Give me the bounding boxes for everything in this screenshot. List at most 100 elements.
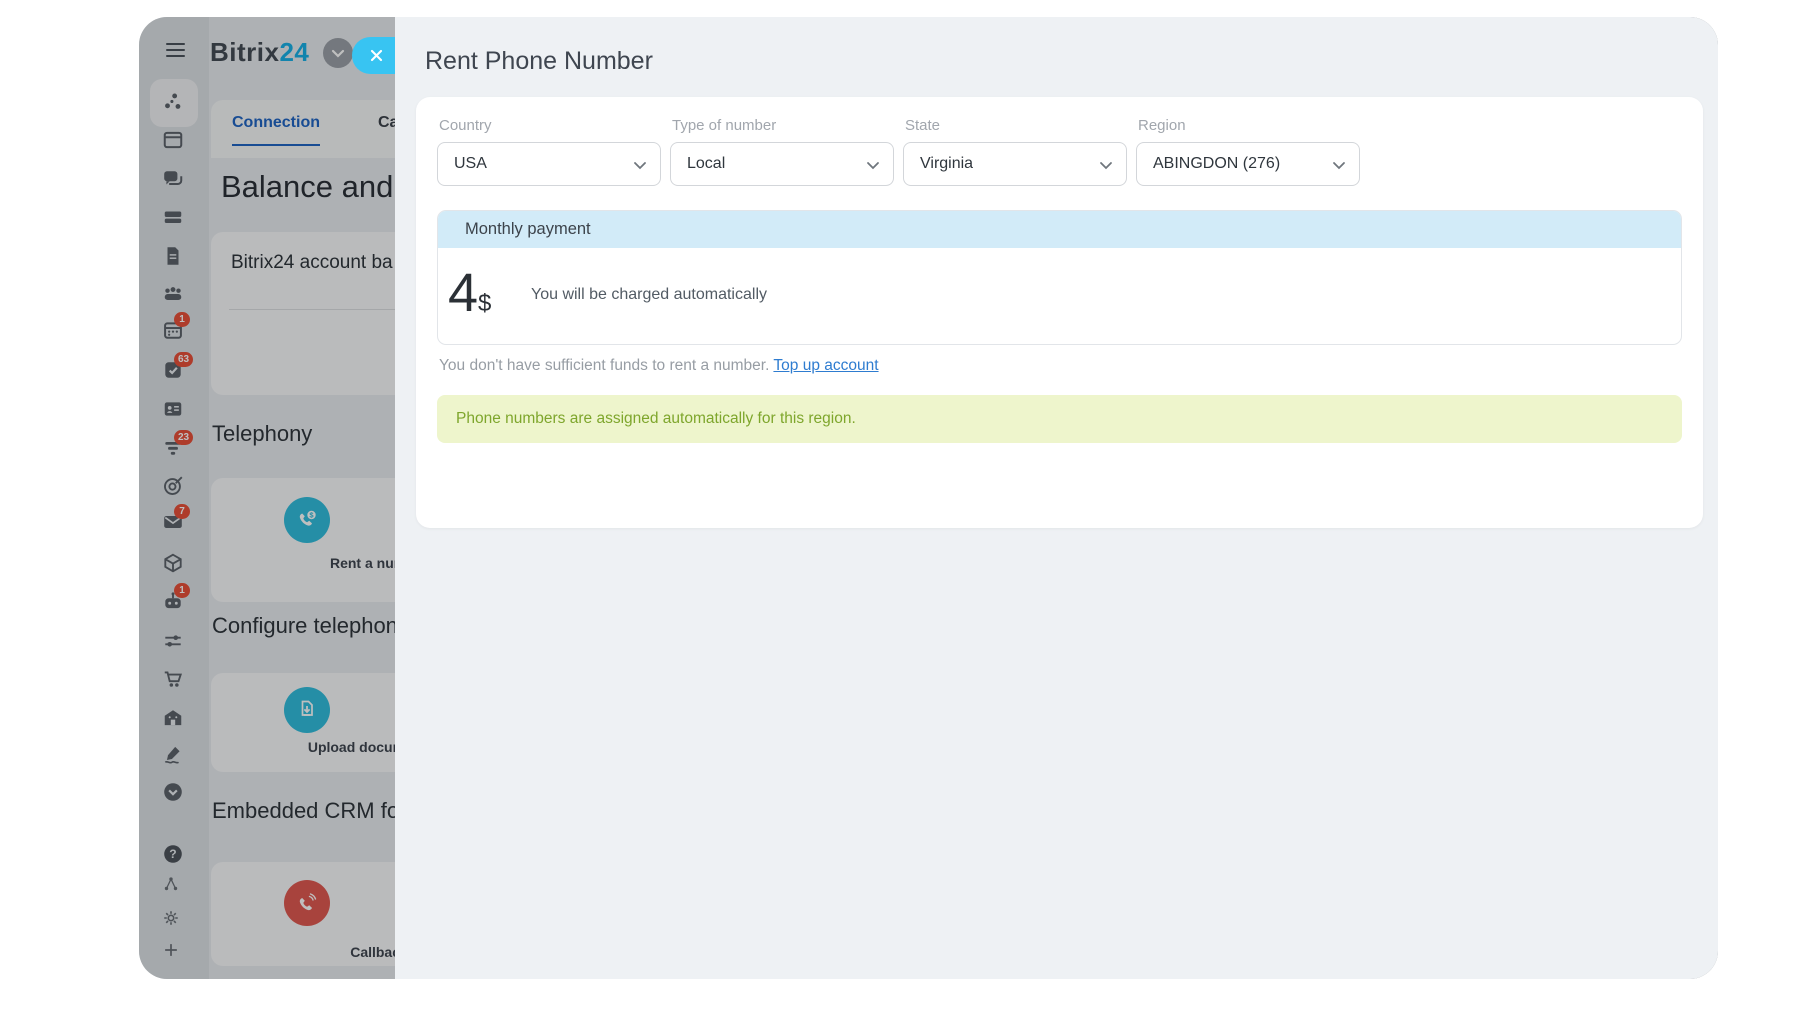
drive-icon [164, 211, 182, 224]
funds-message-text: You don't have sufficient funds to rent … [439, 357, 770, 374]
phone-callback-icon [299, 893, 317, 911]
sign-pen-icon [164, 746, 180, 764]
tab-connection[interactable]: Connection [232, 114, 320, 146]
sidebar-item-share[interactable] [162, 875, 186, 899]
region-notice: Phone numbers are assigned automatically… [437, 395, 1682, 443]
sidebar-item-mail[interactable]: 7 [162, 504, 190, 535]
app-window: Connection Ca Balance and St Bitrix24 ac… [139, 17, 1718, 979]
sidebar-item-marketing[interactable] [162, 475, 186, 499]
chevron-down-icon [331, 49, 345, 58]
plus-icon [165, 944, 177, 956]
chevron-down-icon [1333, 162, 1345, 170]
insufficient-funds-message: You don't have sufficient funds to rent … [439, 357, 879, 375]
sidebar-item-e-signature[interactable] [162, 743, 186, 767]
feed-icon [163, 131, 183, 149]
upload-doc-icon [284, 687, 330, 733]
state-label: State [905, 117, 941, 134]
notification-badge: 1 [174, 583, 190, 598]
sliders-icon [165, 635, 181, 647]
type-of-number-label: Type of number [672, 117, 777, 134]
logo-dropdown-button[interactable] [323, 38, 353, 68]
account-balance-card-title: Bitrix24 account ba [231, 252, 393, 273]
top-up-account-link[interactable]: Top up account [773, 357, 879, 374]
country-value: USA [454, 155, 487, 172]
payment-amount-value: 4 [448, 263, 479, 323]
pulse-icon [165, 93, 181, 109]
sidebar-item-add[interactable] [162, 941, 186, 965]
document-download-icon [301, 700, 313, 716]
section-title-telephony: Telephony [212, 421, 313, 446]
notification-badge: 7 [174, 504, 190, 519]
sidebar-item-employees[interactable] [162, 283, 186, 307]
close-panel-button[interactable] [352, 37, 395, 74]
target-icon [164, 476, 183, 495]
monthly-payment-body: 4$ You will be charged automatically [438, 248, 1681, 344]
menu-button[interactable] [166, 43, 185, 58]
chevron-down-circle-icon [164, 783, 182, 801]
warehouse-icon [164, 710, 182, 726]
monthly-payment-header: Monthly payment [438, 211, 1681, 248]
region-field: Region ABINGDON (276) [1136, 117, 1360, 186]
panel-title: Rent Phone Number [425, 47, 653, 75]
region-select[interactable]: ABINGDON (276) [1136, 142, 1360, 186]
notification-badge: 63 [174, 352, 194, 367]
sidebar: 1 63 [139, 17, 209, 979]
sidebar-item-sales-funnel[interactable]: 23 [162, 430, 194, 461]
sidebar-item-sites[interactable] [162, 552, 186, 576]
sidebar-item-crm[interactable] [162, 398, 186, 422]
sidebar-active-highlight [150, 79, 198, 127]
callback-icon [284, 880, 330, 926]
svg-text:?: ? [169, 847, 176, 861]
sidebar-item-chatbot[interactable]: 1 [162, 583, 190, 614]
payment-amount: 4$ [448, 262, 491, 324]
sidebar-item-help[interactable]: ? [162, 843, 186, 867]
phone-dollar-icon: $ [299, 511, 316, 526]
document-icon [167, 247, 179, 265]
country-field: Country USA [437, 117, 661, 186]
sidebar-item-online-store[interactable] [162, 668, 186, 692]
cart-icon [164, 671, 182, 687]
gear-icon [164, 911, 178, 925]
region-label: Region [1138, 117, 1186, 134]
payment-currency: $ [478, 290, 492, 317]
sidebar-item-automation[interactable] [162, 630, 186, 654]
notification-badge: 23 [174, 430, 194, 445]
logo-part-1: Bitrix [210, 37, 280, 67]
section-title-embedded-crm-form: Embedded CRM form [212, 798, 425, 823]
sidebar-item-drive[interactable] [162, 206, 186, 230]
notification-badge: 1 [174, 312, 190, 327]
rent-number-icon: $ [284, 497, 330, 543]
monthly-payment-box: Monthly payment 4$ You will be charged a… [437, 210, 1682, 345]
tab-calls[interactable]: Ca [378, 114, 399, 131]
section-title-configure-telephony: Configure telephony [212, 613, 409, 638]
chevron-down-icon [867, 162, 879, 170]
region-value: ABINGDON (276) [1153, 155, 1281, 172]
share-nodes-icon [164, 877, 178, 891]
state-value: Virginia [920, 155, 974, 172]
sidebar-item-warehouse[interactable] [162, 707, 186, 731]
sidebar-item-more[interactable] [162, 781, 186, 805]
people-icon [164, 287, 182, 301]
tasks-icon [165, 362, 181, 378]
type-of-number-select[interactable]: Local [670, 142, 894, 186]
sidebar-item-messenger[interactable] [162, 168, 186, 192]
chat-icon [164, 171, 183, 185]
type-of-number-value: Local [687, 155, 726, 172]
robot-icon [165, 592, 181, 609]
country-select[interactable]: USA [437, 142, 661, 186]
sidebar-item-feed[interactable] [162, 129, 186, 153]
sidebar-item-pulse[interactable] [162, 91, 186, 115]
bitrix24-logo: Bitrix24 [210, 37, 309, 68]
sidebar-item-calendar[interactable]: 1 [162, 312, 190, 343]
chevron-down-icon [634, 162, 646, 170]
callback-label: Callback [350, 944, 408, 960]
rent-phone-number-panel: Rent Phone Number Country USA Type of nu… [395, 17, 1718, 979]
sidebar-item-documents[interactable] [162, 245, 186, 269]
region-notice-text: Phone numbers are assigned automatically… [456, 410, 856, 427]
mail-icon [164, 515, 182, 529]
sidebar-item-tasks[interactable]: 63 [162, 352, 194, 383]
contact-card-icon [164, 402, 182, 416]
state-select[interactable]: Virginia [903, 142, 1127, 186]
sidebar-item-settings[interactable] [162, 909, 186, 933]
